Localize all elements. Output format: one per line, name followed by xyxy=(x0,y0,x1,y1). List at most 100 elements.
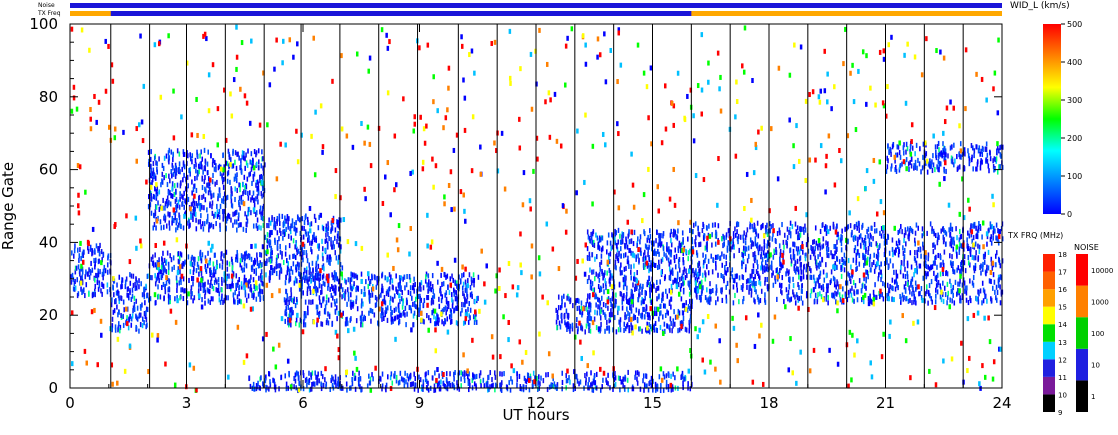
echo-pixel xyxy=(209,223,211,229)
echo-pixel xyxy=(650,266,652,272)
echo-pixel xyxy=(872,236,874,242)
echo-pixel xyxy=(844,293,847,299)
echo-pixel xyxy=(896,152,899,158)
echo-pixel xyxy=(889,258,892,264)
echo-pixel xyxy=(269,270,271,276)
echo-pixel xyxy=(976,229,979,235)
echo-pixel xyxy=(302,274,305,280)
echo-pixel xyxy=(353,375,356,381)
echo-pixel xyxy=(197,282,200,288)
echo-pixel xyxy=(788,229,790,235)
echo-pixel xyxy=(408,374,411,380)
echo-pixel xyxy=(94,261,96,267)
echo-pixel xyxy=(668,299,671,305)
echo-pixel xyxy=(351,272,354,278)
echo-pixel xyxy=(174,296,176,302)
echo-pixel xyxy=(836,264,838,270)
echo-pixel xyxy=(730,271,732,277)
echo-pixel xyxy=(467,306,469,312)
echo-pixel xyxy=(190,289,192,295)
echo-pixel xyxy=(781,290,783,296)
echo-pixel xyxy=(837,235,840,241)
echo-pixel xyxy=(485,382,488,388)
echo-pixel xyxy=(708,223,710,229)
echo-pixel xyxy=(613,383,616,389)
echo-pixel xyxy=(91,251,93,257)
echo-pixel xyxy=(446,306,448,312)
echo-pixel xyxy=(787,270,790,276)
echo-pixel xyxy=(665,373,668,379)
echo-pixel xyxy=(431,310,433,316)
echo-pixel xyxy=(685,268,687,274)
echo-pixel xyxy=(915,222,918,228)
echo-pixel xyxy=(751,280,753,286)
echo-pixel xyxy=(922,231,925,237)
echo-pixel xyxy=(264,162,266,168)
echo-pixel xyxy=(281,254,283,260)
echo-pixel xyxy=(946,271,949,277)
echo-pixel xyxy=(794,294,796,300)
echo-pixel xyxy=(880,269,882,275)
echo-pixel xyxy=(629,305,631,311)
echo-pixel xyxy=(834,250,836,256)
echo-pixel xyxy=(223,167,226,173)
echo-pixel xyxy=(939,262,942,268)
echo-pixel xyxy=(866,269,869,275)
echo-pixel xyxy=(625,236,627,242)
echo-pixel xyxy=(967,230,969,236)
echo-pixel xyxy=(268,223,270,229)
echo-pixel xyxy=(475,373,478,380)
echo-pixel xyxy=(648,255,650,261)
echo-pixel xyxy=(735,232,737,238)
echo-pixel xyxy=(943,285,946,291)
echo-pixel xyxy=(895,164,897,170)
echo-pixel xyxy=(237,151,239,157)
echo-pixel xyxy=(400,296,403,302)
echo-pixel xyxy=(461,285,464,291)
echo-pixel xyxy=(294,230,297,236)
echo-pixel xyxy=(260,163,263,169)
echo-pixel xyxy=(627,255,629,261)
echo-pixel xyxy=(340,283,343,289)
echo-pixel xyxy=(175,189,177,195)
echo-pixel xyxy=(214,252,216,258)
echo-pixel xyxy=(797,281,799,288)
echo-pixel xyxy=(332,376,334,382)
echo-pixel xyxy=(179,294,182,300)
echo-pixel xyxy=(288,278,290,284)
echo-pixel xyxy=(851,285,853,291)
echo-pixel xyxy=(786,226,789,232)
echo-pixel xyxy=(796,225,799,231)
echo-pixel xyxy=(609,270,612,276)
echo-pixel xyxy=(328,236,330,242)
echo-pixel xyxy=(174,211,177,217)
echo-pixel xyxy=(796,266,798,272)
echo-pixel xyxy=(727,240,730,246)
echo-pixel xyxy=(707,258,710,264)
echo-pixel xyxy=(221,179,224,185)
echo-pixel xyxy=(572,303,574,309)
echo-pixel xyxy=(240,194,243,200)
echo-pixel xyxy=(226,171,229,177)
echo-pixel xyxy=(256,252,258,258)
echo-pixel xyxy=(284,251,287,257)
echo-pixel xyxy=(895,247,897,253)
echo-pixel xyxy=(734,278,736,284)
echo-pixel xyxy=(819,251,821,257)
echo-pixel xyxy=(160,182,162,188)
echo-pixel xyxy=(456,305,458,311)
echo-pixel xyxy=(988,278,991,284)
echo-pixel xyxy=(711,222,714,228)
echo-pixel xyxy=(422,302,425,308)
echo-pixel xyxy=(337,279,340,285)
echo-pixel xyxy=(500,382,503,388)
echo-pixel xyxy=(168,173,170,179)
echo-pixel xyxy=(174,215,177,221)
echo-pixel xyxy=(318,214,320,220)
echo-pixel xyxy=(243,277,246,283)
echo-pixel xyxy=(886,293,888,299)
echo-pixel xyxy=(752,282,754,288)
echo-pixel xyxy=(984,293,986,300)
echo-pixel xyxy=(917,225,920,231)
echo-pixel xyxy=(600,235,603,241)
